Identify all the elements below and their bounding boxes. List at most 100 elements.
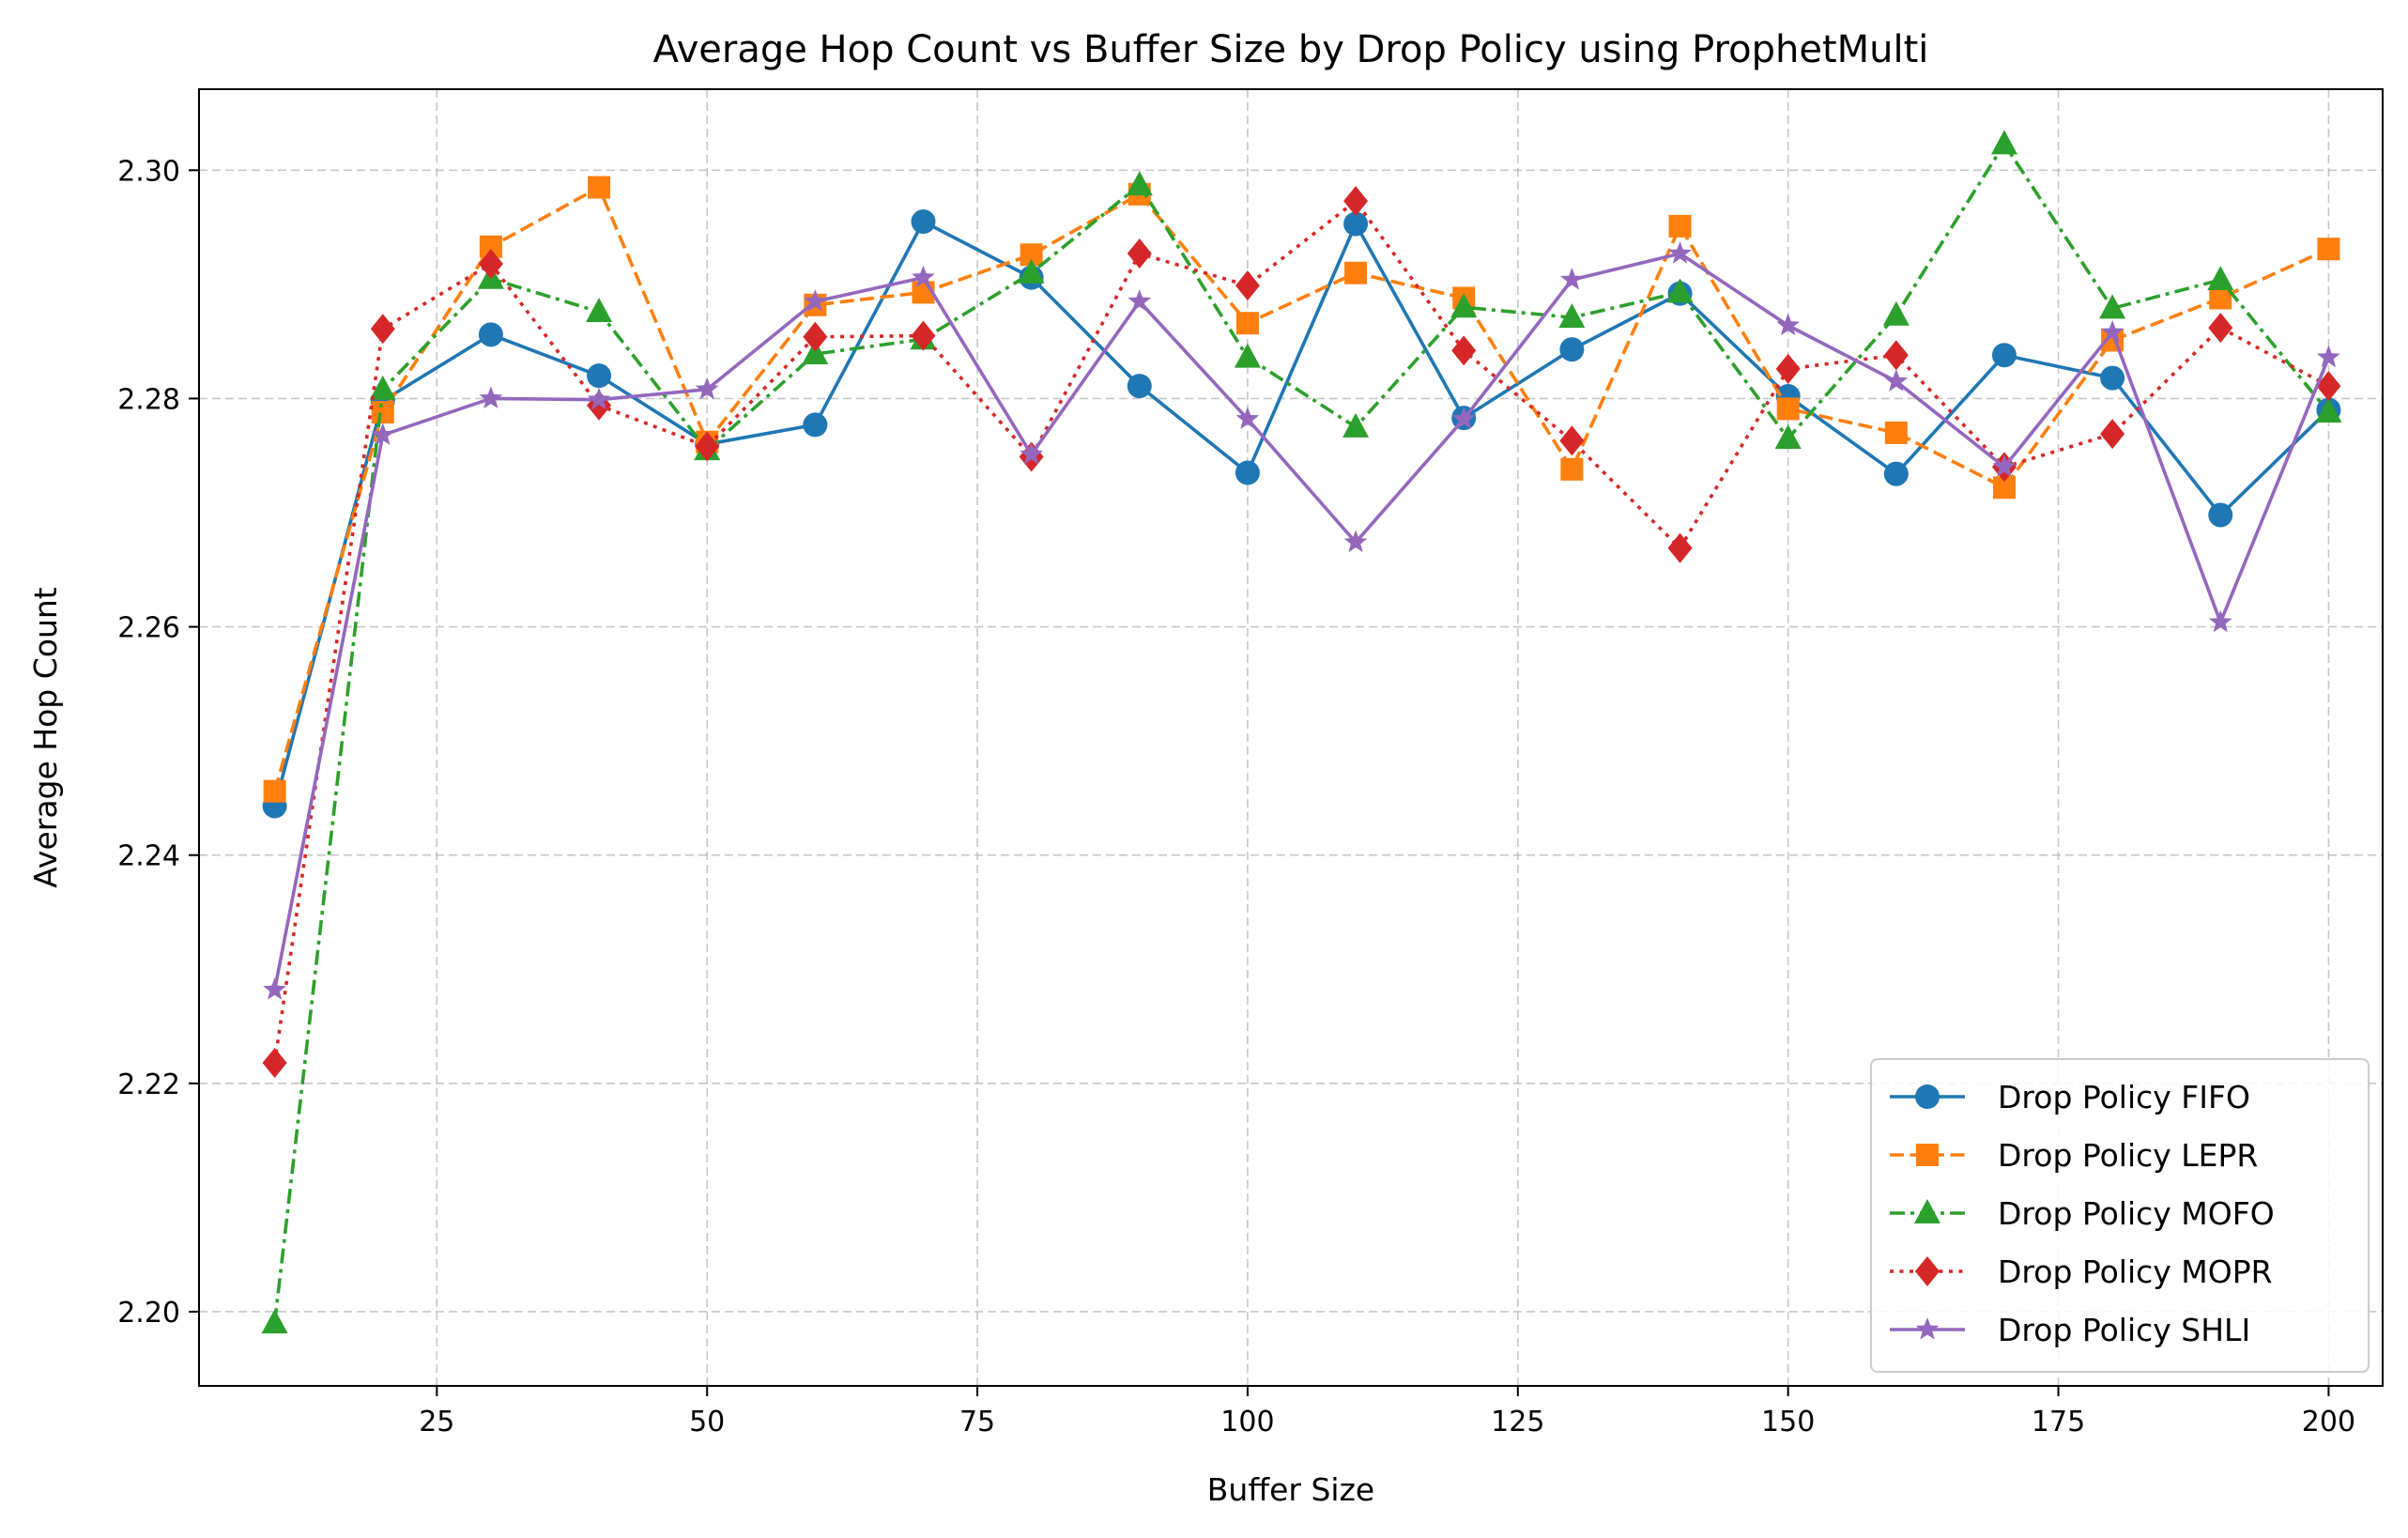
data-point-drop-policy-mofo bbox=[261, 1309, 288, 1334]
data-point-drop-policy-fifo bbox=[478, 322, 503, 347]
data-point-drop-policy-shli bbox=[695, 377, 719, 400]
chart-title: Average Hop Count vs Buffer Size by Drop… bbox=[653, 28, 1929, 71]
data-point-drop-policy-mopr bbox=[695, 431, 720, 462]
x-tick-label: 75 bbox=[959, 1406, 995, 1438]
x-tick-label: 175 bbox=[2032, 1406, 2085, 1438]
data-point-drop-policy-mofo bbox=[1234, 343, 1261, 368]
legend-marker-drop-policy-lepr bbox=[1916, 1144, 1939, 1166]
y-tick-label: 2.28 bbox=[117, 383, 180, 416]
series-drop-policy-shli bbox=[263, 241, 2340, 1000]
x-tick-label: 100 bbox=[1220, 1406, 1274, 1438]
series-line-drop-policy-mofo bbox=[272, 142, 2330, 1324]
legend-label-drop-policy-lepr: Drop Policy LEPR bbox=[1998, 1137, 2258, 1174]
data-point-drop-policy-mofo bbox=[1666, 278, 1694, 303]
data-point-drop-policy-mopr bbox=[911, 320, 936, 351]
data-point-drop-policy-fifo bbox=[1991, 343, 2017, 368]
data-point-drop-policy-shli bbox=[1668, 241, 1692, 264]
legend-label-drop-policy-mopr: Drop Policy MOPR bbox=[1998, 1253, 2273, 1290]
data-point-drop-policy-shli bbox=[1235, 407, 1260, 429]
axis-ticks: 25 50 75 100 125 150 175 200 2.20 2.22 2.24 2.26 2.2… bbox=[117, 155, 2355, 1438]
legend-label-drop-policy-fifo: Drop Policy FIFO bbox=[1998, 1079, 2250, 1115]
y-axis-title: Average Hop Count bbox=[27, 587, 64, 888]
legend: Drop Policy FIFO Drop Policy LEPR Drop Pol… bbox=[1870, 1058, 2370, 1373]
data-point-drop-policy-shli bbox=[2317, 345, 2340, 368]
y-tick-label: 2.20 bbox=[117, 1297, 180, 1330]
data-point-drop-policy-shli bbox=[1020, 442, 1044, 465]
data-point-drop-policy-lepr bbox=[1560, 457, 1584, 481]
data-point-drop-policy-mofo bbox=[802, 340, 829, 365]
data-point-drop-policy-shli bbox=[912, 265, 935, 288]
data-point-drop-policy-lepr bbox=[1668, 214, 1692, 238]
legend-marker-drop-policy-mofo bbox=[1914, 1199, 1940, 1223]
data-point-drop-policy-mopr bbox=[1883, 340, 1909, 371]
x-tick-label: 50 bbox=[689, 1406, 725, 1438]
data-point-drop-policy-fifo bbox=[911, 209, 936, 235]
data-point-drop-policy-lepr bbox=[588, 176, 611, 199]
x-tick-label: 150 bbox=[1761, 1406, 1815, 1438]
data-point-drop-policy-mopr bbox=[2100, 419, 2125, 450]
legend-box bbox=[1870, 1058, 2370, 1373]
data-point-drop-policy-lepr bbox=[371, 401, 394, 424]
data-point-drop-policy-mofo bbox=[1882, 300, 1910, 326]
data-point-drop-policy-fifo bbox=[1235, 460, 1260, 485]
data-point-drop-policy-shli bbox=[803, 289, 827, 312]
data-point-drop-policy-mopr bbox=[1775, 353, 1801, 384]
data-point-drop-policy-shli bbox=[1884, 369, 1909, 392]
series-group bbox=[261, 130, 2342, 1334]
legend-marker-drop-policy-fifo bbox=[1915, 1084, 1940, 1109]
data-point-drop-policy-mopr bbox=[2316, 371, 2341, 402]
legend-label-drop-policy-shli: Drop Policy SHLI bbox=[1998, 1312, 2250, 1348]
data-point-drop-policy-mofo bbox=[1450, 293, 1478, 318]
legend-marker-drop-policy-mopr bbox=[1915, 1256, 1940, 1286]
y-tick-label: 2.30 bbox=[117, 155, 180, 188]
legend-label-drop-policy-mofo: Drop Policy MOFO bbox=[1998, 1195, 2275, 1232]
x-tick-label: 125 bbox=[1491, 1406, 1544, 1438]
data-point-drop-policy-lepr bbox=[1776, 397, 1800, 421]
data-point-drop-policy-shli bbox=[1560, 268, 1584, 290]
data-point-drop-policy-shli bbox=[1127, 289, 1152, 312]
x-tick-label: 200 bbox=[2302, 1406, 2355, 1438]
data-point-drop-policy-lepr bbox=[1235, 312, 1259, 335]
data-point-drop-policy-fifo bbox=[2100, 365, 2125, 391]
data-point-drop-policy-shli bbox=[479, 386, 503, 408]
series-drop-policy-mopr bbox=[262, 186, 2341, 1078]
x-tick-label: 25 bbox=[419, 1406, 454, 1438]
data-point-drop-policy-mopr bbox=[1127, 238, 1152, 269]
data-point-drop-policy-mofo bbox=[369, 375, 396, 400]
data-point-drop-policy-mofo bbox=[1558, 303, 1586, 329]
data-point-drop-policy-shli bbox=[2100, 319, 2124, 343]
grid-lines bbox=[199, 89, 2383, 1386]
data-point-drop-policy-mofo bbox=[1126, 171, 1153, 196]
data-point-drop-policy-shli bbox=[371, 423, 395, 445]
data-point-drop-policy-mopr bbox=[1235, 270, 1260, 301]
data-point-drop-policy-shli bbox=[2208, 609, 2232, 633]
y-tick-label: 2.22 bbox=[117, 1069, 180, 1101]
data-point-drop-policy-mopr bbox=[803, 321, 828, 352]
data-point-drop-policy-mopr bbox=[1559, 425, 1585, 456]
series-line-drop-policy-fifo bbox=[272, 220, 2330, 807]
data-point-drop-policy-mopr bbox=[1451, 335, 1477, 366]
data-point-drop-policy-mofo bbox=[2099, 294, 2126, 319]
data-point-drop-policy-fifo bbox=[1343, 211, 1369, 237]
data-point-drop-policy-fifo bbox=[1559, 337, 1585, 362]
series-line-drop-policy-mopr bbox=[272, 199, 2330, 1064]
plot-frame bbox=[198, 88, 2384, 1387]
legend-marker-drop-policy-shli bbox=[1915, 1317, 1940, 1340]
data-point-drop-policy-mofo bbox=[1342, 412, 1370, 438]
data-point-drop-policy-mofo bbox=[2315, 398, 2342, 423]
series-line-drop-policy-lepr bbox=[272, 185, 2330, 792]
data-point-drop-policy-mopr bbox=[2208, 313, 2233, 344]
x-axis-title: Buffer Size bbox=[1207, 1471, 1374, 1508]
y-tick-label: 2.26 bbox=[117, 612, 180, 645]
data-point-drop-policy-lepr bbox=[263, 779, 286, 803]
data-point-drop-policy-mofo bbox=[2207, 266, 2234, 291]
data-point-drop-policy-mopr bbox=[1667, 532, 1693, 563]
data-point-drop-policy-shli bbox=[587, 387, 611, 410]
data-point-drop-policy-shli bbox=[1451, 407, 1476, 429]
data-point-drop-policy-fifo bbox=[803, 412, 828, 438]
data-point-drop-policy-fifo bbox=[2208, 502, 2233, 528]
data-point-drop-policy-mopr bbox=[262, 1047, 287, 1078]
data-point-drop-policy-fifo bbox=[1883, 461, 1909, 486]
data-point-drop-policy-mopr bbox=[370, 314, 395, 345]
data-point-drop-policy-lepr bbox=[2317, 238, 2340, 261]
